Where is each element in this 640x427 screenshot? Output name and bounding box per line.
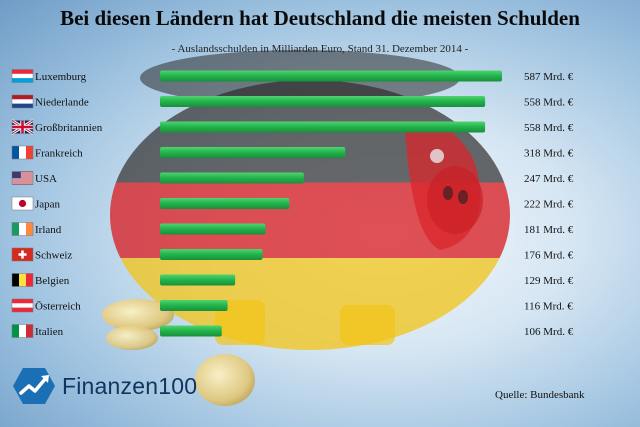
bar: [160, 274, 236, 286]
chart-subtitle: - Auslandsschulden in Milliarden Euro, S…: [171, 43, 469, 55]
flag-netherlands-icon: [11, 94, 34, 109]
category-label: Österreich: [35, 301, 81, 313]
bar-row: Belgien 129 Mrd. €: [11, 273, 574, 287]
bar-row: Niederlande 558 Mrd. €: [11, 94, 574, 109]
value-label: 558 Mrd. €: [524, 97, 574, 109]
bar-row: Großbritannien 558 Mrd. €: [11, 119, 574, 135]
category-label: Frankreich: [35, 148, 83, 160]
value-label: 222 Mrd. €: [524, 199, 574, 211]
value-label: 106 Mrd. €: [524, 326, 574, 338]
category-label: Niederlande: [35, 97, 89, 109]
bar-row: Österreich 116 Mrd. €: [11, 298, 573, 313]
flag-austria-icon: [11, 298, 34, 313]
category-label: Schweiz: [35, 250, 72, 262]
bar: [160, 147, 346, 158]
value-label: 318 Mrd. €: [524, 148, 574, 160]
category-label: Italien: [35, 326, 64, 338]
flag-switzerland-icon: [11, 247, 34, 262]
value-label: 247 Mrd. €: [524, 173, 574, 185]
bar: [160, 96, 486, 107]
value-label: 558 Mrd. €: [524, 122, 574, 134]
flag-luxembourg-icon: [11, 69, 34, 83]
flag-italy-icon: [11, 324, 34, 338]
bar-row: Schweiz 176 Mrd. €: [11, 247, 574, 262]
flag-united-kingdom-icon: [11, 119, 34, 135]
logo-text: Finanzen100: [62, 372, 198, 399]
bar: [160, 172, 304, 184]
chart-title: Bei diesen Ländern hat Deutschland die m…: [60, 6, 580, 30]
flag-usa-icon: [11, 171, 34, 185]
value-label: 176 Mrd. €: [524, 250, 574, 262]
category-label: Irland: [35, 224, 62, 236]
category-label: Großbritannien: [35, 122, 103, 134]
source-note: Quelle: Bundesbank: [495, 389, 585, 401]
bar: [160, 249, 263, 260]
value-label: 181 Mrd. €: [524, 224, 574, 236]
category-label: Luxemburg: [35, 71, 87, 83]
bar: [160, 70, 502, 82]
bar-row: Frankreich 318 Mrd. €: [11, 145, 574, 160]
bar-row: Japan 222 Mrd. €: [11, 196, 574, 211]
category-label: USA: [35, 173, 57, 185]
bar-row: Italien 106 Mrd. €: [11, 324, 574, 338]
bar: [160, 300, 228, 311]
bar-row: Irland 181 Mrd. €: [11, 222, 574, 236]
logo-chart-icon: [13, 368, 55, 404]
finanzen100-logo: Finanzen100: [12, 366, 197, 406]
bar: [160, 198, 290, 209]
flag-ireland-icon: [11, 222, 34, 236]
category-label: Belgien: [35, 275, 70, 287]
value-label: 587 Mrd. €: [524, 71, 574, 83]
bar-row: Luxemburg 587 Mrd. €: [11, 69, 574, 83]
flag-japan-icon: [11, 196, 34, 211]
bar: [160, 325, 222, 337]
flag-france-icon: [11, 145, 34, 160]
bar: [160, 223, 266, 235]
bar-row: USA 247 Mrd. €: [11, 171, 574, 185]
value-label: 116 Mrd. €: [524, 301, 573, 313]
bar: [160, 121, 486, 133]
value-label: 129 Mrd. €: [524, 275, 574, 287]
flag-belgium-icon: [11, 273, 34, 287]
category-label: Japan: [35, 199, 61, 211]
